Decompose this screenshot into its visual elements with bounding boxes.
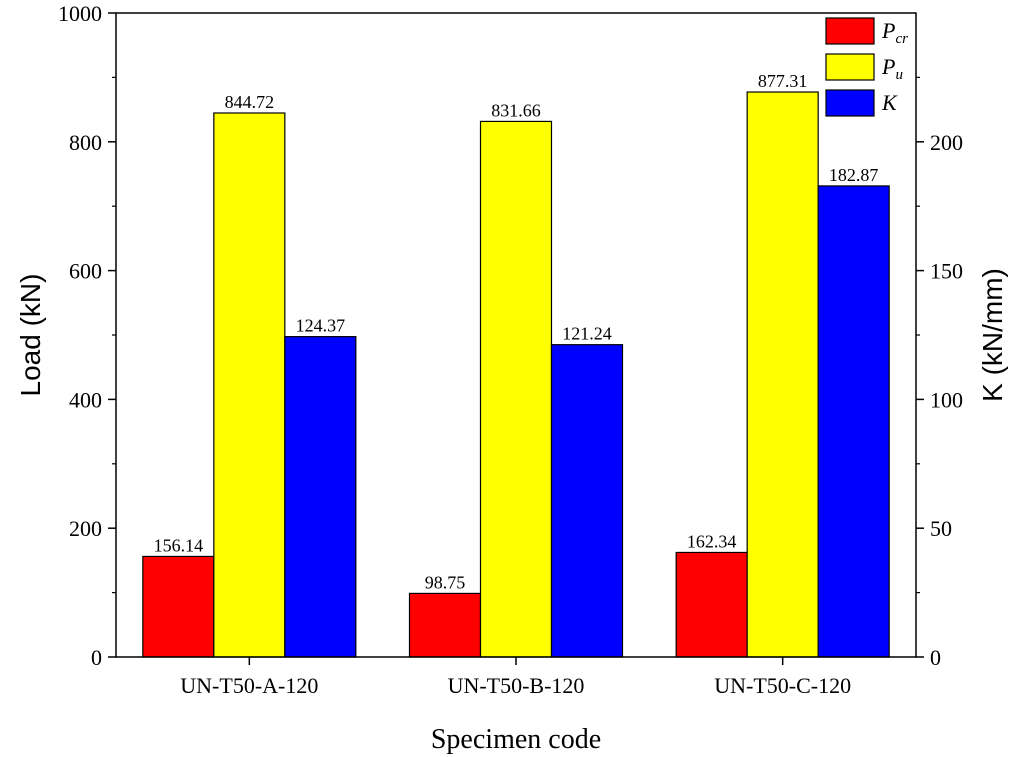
data-label: 162.34 xyxy=(687,531,737,551)
x-tick-label: UN-T50-C-120 xyxy=(714,673,851,698)
legend-label-subscript: cr xyxy=(895,31,908,47)
bar-k-2 xyxy=(550,344,624,658)
y2-tick-label: 150 xyxy=(930,259,963,284)
legend-swatch xyxy=(825,17,875,45)
bars-layer xyxy=(142,91,890,658)
y-tick-label: 400 xyxy=(69,387,102,412)
bar-p-cr-1 xyxy=(142,555,215,658)
data-labels-layer: 156.14 98.75 162.34 844.72 831.66 877.31 124.3… xyxy=(154,71,879,592)
y2-tick-label: 50 xyxy=(930,516,952,541)
legend-label-main: K xyxy=(881,90,898,115)
data-label: 98.75 xyxy=(425,572,466,592)
legend-label-subscript: u xyxy=(895,67,903,83)
legend-label-main: P xyxy=(881,54,895,79)
data-label: 877.31 xyxy=(758,71,808,91)
legend-swatch xyxy=(825,53,875,81)
y-axis-title: Load (kN) xyxy=(15,274,46,397)
bar-p-cr-2 xyxy=(408,592,482,658)
x-tick-label: UN-T50-A-120 xyxy=(180,673,318,698)
legend-label: Pcr xyxy=(881,18,908,47)
bar-p-u-3 xyxy=(746,91,819,658)
axes-layer: 0 200 400 600 800 1000 0 50 100 150 200 UN-T50-A-12… xyxy=(58,1,963,698)
legend-label-main: P xyxy=(881,18,895,43)
legend-label: Pu xyxy=(881,54,903,83)
legend-label: K xyxy=(881,90,898,115)
y2-tick-label: 200 xyxy=(930,130,963,155)
y-tick-label: 1000 xyxy=(58,1,102,26)
bar-k-3 xyxy=(817,185,890,658)
x-axis-title: Specimen code xyxy=(431,724,601,755)
bar-p-cr-3 xyxy=(675,551,748,658)
data-label: 124.37 xyxy=(296,316,346,336)
bar-k-1 xyxy=(284,336,357,658)
bar-p-u-1 xyxy=(213,112,286,658)
x-tick-label: UN-T50-B-120 xyxy=(448,673,585,698)
y-tick-label: 0 xyxy=(91,645,102,670)
bar-p-u-2 xyxy=(479,120,553,658)
data-label: 844.72 xyxy=(225,92,275,112)
y-tick-label: 200 xyxy=(69,516,102,541)
y2-axis-title: K (kN/mm) xyxy=(977,268,1008,402)
y-tick-label: 800 xyxy=(69,130,102,155)
data-label: 831.66 xyxy=(491,100,541,120)
data-label: 121.24 xyxy=(562,324,612,344)
data-label: 156.14 xyxy=(154,535,204,555)
legend-swatch xyxy=(825,89,875,117)
y2-tick-label: 100 xyxy=(930,387,963,412)
y2-tick-label: 0 xyxy=(930,645,941,670)
data-label: 182.87 xyxy=(829,165,879,185)
y-tick-label: 600 xyxy=(69,259,102,284)
